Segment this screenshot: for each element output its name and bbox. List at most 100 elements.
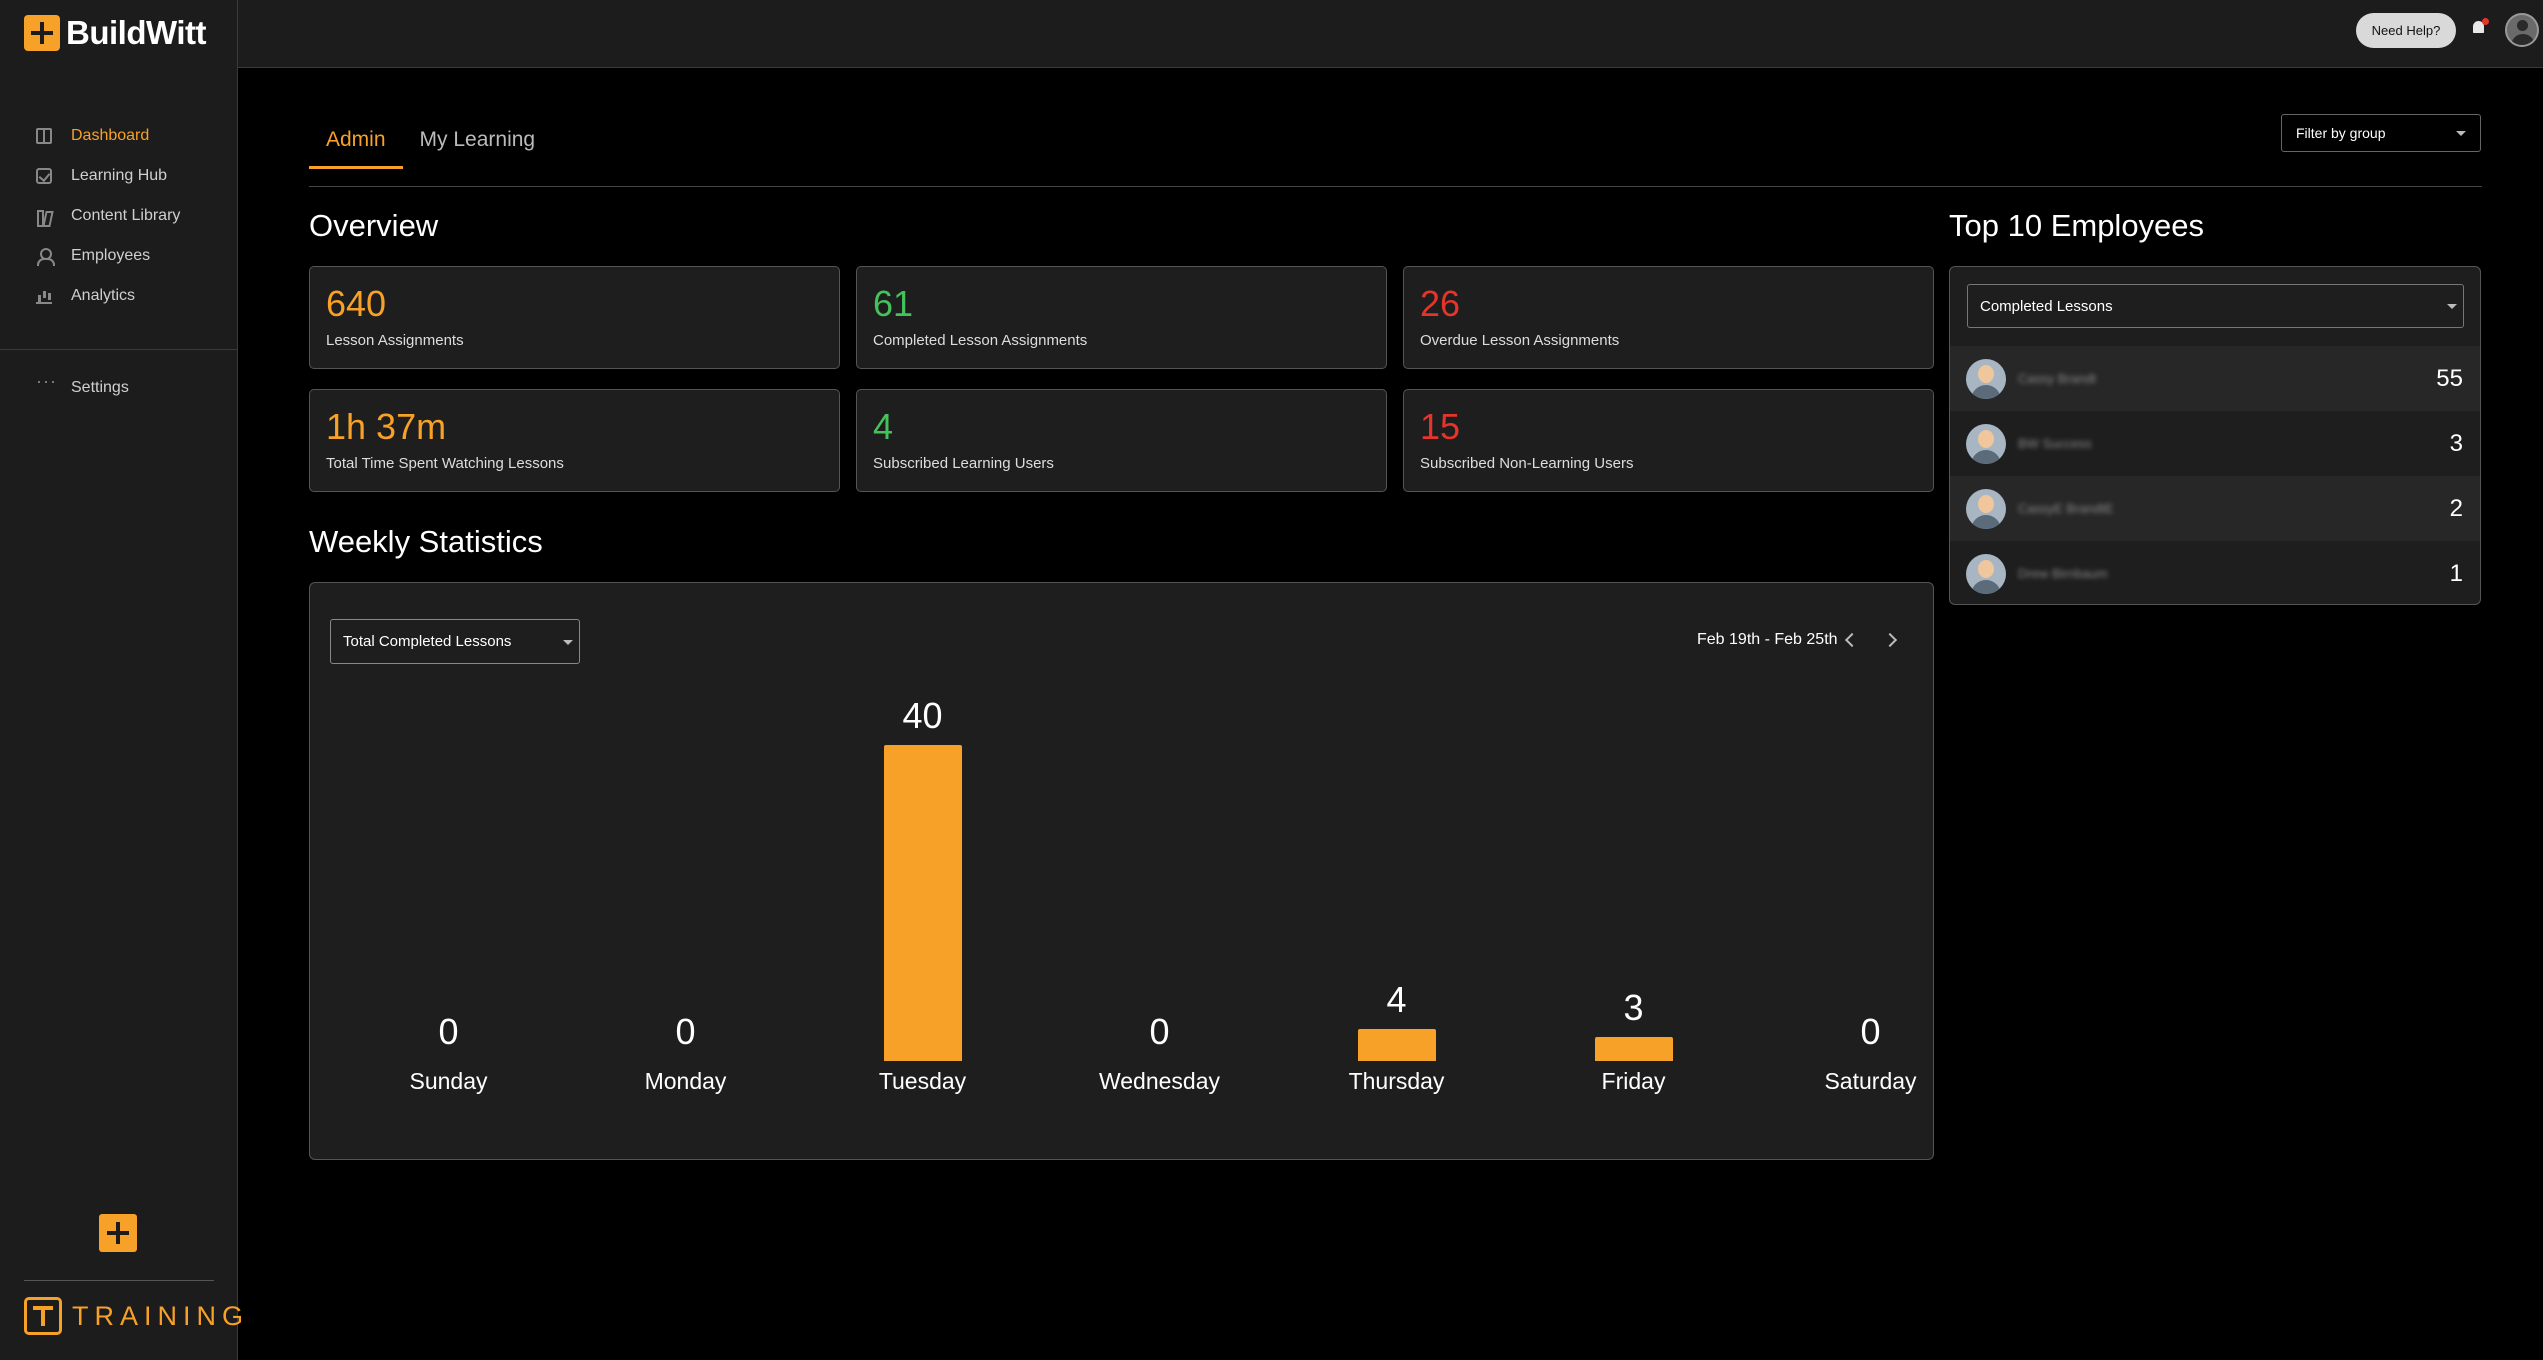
stat-label: Lesson Assignments: [326, 332, 464, 349]
sidebar-item-learning-hub[interactable]: Learning Hub: [0, 156, 237, 196]
weekly-statistics-title: Weekly Statistics: [309, 524, 543, 559]
employee-avatar: [1966, 553, 2006, 594]
overview-title: Overview: [309, 208, 439, 243]
chart-bar-tuesday: [883, 745, 962, 1061]
employee-name: Drew Birnbaum: [2018, 566, 2108, 581]
employee-row[interactable]: Drew Birnbaum 1: [1950, 541, 2480, 604]
stat-label: Subscribed Learning Users: [873, 455, 1054, 472]
chart-category-label: Sunday: [409, 1068, 488, 1094]
chart-bar-thursday: [1357, 1029, 1436, 1061]
stat-label: Completed Lesson Assignments: [873, 332, 1088, 349]
checkbox-icon: [36, 168, 52, 184]
stat-card-non-learning-users[interactable]: 15 Subscribed Non-Learning Users: [1403, 389, 1934, 492]
need-help-button[interactable]: Need Help?: [2356, 13, 2456, 48]
notification-bell-icon[interactable]: [2470, 18, 2489, 38]
date-range-label: Feb 19th - Feb 25th: [1697, 631, 1838, 648]
dashboard-tabs: Admin My Learning: [309, 120, 552, 169]
dashboard-icon: [36, 128, 52, 144]
user-avatar[interactable]: [2505, 13, 2539, 47]
employee-count: 55: [2436, 364, 2463, 392]
weekly-metric-select[interactable]: Total Completed Lessons: [330, 619, 580, 664]
employee-name: Cassy Brandt: [2018, 371, 2097, 386]
sidebar-item-label: Settings: [71, 379, 129, 396]
sidebar-item-label: Learning Hub: [71, 167, 168, 184]
buildwitt-mark-icon: [99, 1214, 137, 1252]
more-dots-icon: [36, 371, 57, 396]
training-label: TRAINING: [72, 1300, 250, 1331]
chart-bar-friday: [1594, 1037, 1673, 1061]
chart-category-label: Wednesday: [1098, 1068, 1221, 1094]
training-logo: TRAINING: [24, 1297, 249, 1335]
chevron-down-icon: [2447, 304, 2457, 309]
stat-card-overdue-assignments[interactable]: 26 Overdue Lesson Assignments: [1403, 266, 1934, 369]
employee-row[interactable]: CassyE BrandtE 2: [1950, 476, 2480, 541]
chevron-down-icon: [2456, 131, 2466, 136]
filter-by-group-select[interactable]: Filter by group: [2281, 114, 2481, 152]
sidebar-nav: Dashboard Learning Hub Content Library E…: [0, 116, 237, 316]
person-icon: [36, 248, 55, 266]
tabs-divider: [309, 186, 2482, 187]
brand-logo[interactable]: BuildWitt: [24, 14, 207, 52]
sidebar-item-dashboard[interactable]: Dashboard: [0, 116, 237, 156]
employee-avatar: [1966, 488, 2006, 529]
chart-value-label: 3: [1623, 987, 1644, 1028]
employee-avatar: [1966, 423, 2006, 464]
chevron-left-icon[interactable]: [1840, 629, 1862, 651]
employee-count: 3: [2449, 429, 2463, 457]
stat-card-time-spent[interactable]: 1h 37m Total Time Spent Watching Lessons: [309, 389, 840, 492]
sidebar-item-label: Content Library: [71, 207, 181, 224]
sidebar-item-settings[interactable]: Settings: [0, 368, 237, 408]
sidebar-divider: [0, 349, 237, 350]
stat-label: Total Time Spent Watching Lessons: [326, 455, 564, 472]
buildwitt-logo-icon: [24, 15, 60, 51]
chart-category-label: Saturday: [1824, 1068, 1917, 1094]
sidebar-item-analytics[interactable]: Analytics: [0, 276, 237, 316]
employee-name: CassyE BrandtE: [2018, 501, 2114, 516]
weekly-statistics-panel: Total Completed Lessons Feb 19th - Feb 2…: [309, 582, 1934, 1160]
sidebar-item-label: Employees: [71, 247, 151, 264]
top-employees-select-value: Completed Lessons: [1980, 297, 2113, 315]
library-icon: [36, 208, 52, 227]
employee-avatar: [1966, 358, 2006, 399]
stat-card-learning-users[interactable]: 4 Subscribed Learning Users: [856, 389, 1387, 492]
top-employees-metric-select[interactable]: Completed Lessons: [1967, 284, 2464, 328]
brand-name: BuildWitt: [66, 14, 207, 51]
weekly-select-value: Total Completed Lessons: [343, 633, 512, 650]
chart-value-label: 40: [902, 695, 943, 736]
chart-category-label: Thursday: [1348, 1068, 1445, 1094]
sidebar-item-label: Dashboard: [71, 127, 150, 144]
employee-row[interactable]: BW Success 3: [1950, 411, 2480, 476]
employee-row[interactable]: Cassy Brandt 55: [1950, 346, 2480, 411]
stat-value: 4: [873, 406, 894, 447]
stat-value: 15: [1420, 406, 1461, 447]
sidebar-item-content-library[interactable]: Content Library: [0, 196, 237, 236]
tab-admin[interactable]: Admin: [309, 120, 403, 169]
tab-my-learning[interactable]: My Learning: [419, 128, 536, 151]
stat-value: 61: [873, 283, 914, 324]
sidebar-item-employees[interactable]: Employees: [0, 236, 237, 276]
chart-value-label: 0: [675, 1011, 696, 1052]
chart-value-label: 0: [438, 1011, 459, 1052]
chart-value-label: 0: [1860, 1011, 1881, 1052]
chart-value-label: 4: [1386, 979, 1407, 1020]
filter-select-value: Filter by group: [2296, 125, 2386, 141]
sidebar-bottom-divider: [24, 1280, 214, 1281]
employee-name: BW Success: [2018, 436, 2092, 451]
sidebar: BuildWitt Dashboard Learning Hub Content…: [0, 0, 243, 1360]
stat-card-completed-assignments[interactable]: 61 Completed Lesson Assignments: [856, 266, 1387, 369]
training-t-icon: [24, 1297, 62, 1335]
stat-label: Overdue Lesson Assignments: [1420, 332, 1620, 349]
bar-chart-icon: [36, 288, 52, 304]
chart-value-label: 0: [1149, 1011, 1170, 1052]
stat-label: Subscribed Non-Learning Users: [1420, 455, 1634, 472]
chevron-right-icon[interactable]: [1881, 629, 1903, 651]
chart-category-label: Friday: [1601, 1068, 1666, 1094]
employee-count: 1: [2449, 559, 2463, 587]
chart-category-label: Tuesday: [878, 1068, 967, 1094]
stat-card-lesson-assignments[interactable]: 640 Lesson Assignments: [309, 266, 840, 369]
employee-count: 2: [2449, 494, 2463, 522]
stat-value: 1h 37m: [326, 406, 447, 447]
top-bar: [238, 0, 2543, 68]
chart-category-label: Monday: [644, 1068, 727, 1094]
stat-value: 26: [1420, 283, 1461, 324]
